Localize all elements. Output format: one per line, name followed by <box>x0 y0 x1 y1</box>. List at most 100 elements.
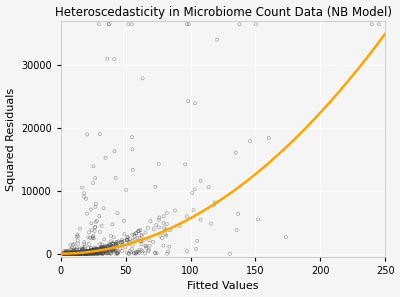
Point <box>197 178 204 183</box>
Point <box>114 244 120 248</box>
Point <box>80 247 86 252</box>
Point <box>65 251 71 255</box>
Point <box>67 251 74 256</box>
Point <box>76 251 83 256</box>
Point <box>60 251 67 256</box>
Point <box>106 22 112 27</box>
Point <box>88 251 95 256</box>
Point <box>68 251 74 256</box>
Point <box>77 251 84 256</box>
Point <box>73 251 79 256</box>
Point <box>134 236 141 240</box>
Point <box>74 250 80 255</box>
Point <box>64 251 70 256</box>
Point <box>77 250 83 255</box>
Point <box>74 251 80 256</box>
Point <box>91 249 97 254</box>
Point <box>67 251 74 256</box>
Point <box>82 249 88 254</box>
Point <box>75 250 81 255</box>
Point <box>111 149 118 154</box>
Point <box>65 251 72 256</box>
Point <box>78 250 85 255</box>
Point <box>67 251 74 256</box>
Point <box>82 249 88 254</box>
Point <box>69 250 76 255</box>
Point <box>96 250 103 255</box>
Point <box>68 250 75 255</box>
Point <box>79 247 86 252</box>
Point <box>186 22 192 27</box>
Point <box>70 251 77 255</box>
Point <box>84 251 91 256</box>
Point <box>94 248 101 253</box>
Point <box>83 250 90 255</box>
Point <box>113 243 119 248</box>
Point <box>61 251 68 256</box>
Point <box>115 250 121 255</box>
Point <box>76 250 82 255</box>
Point <box>109 222 116 227</box>
Point <box>91 249 97 254</box>
Point <box>71 251 78 256</box>
Point <box>79 250 86 255</box>
Point <box>70 251 76 256</box>
Point <box>67 251 74 256</box>
Point <box>82 251 88 256</box>
Point <box>142 251 148 256</box>
Point <box>72 251 78 256</box>
Point <box>98 251 104 256</box>
Point <box>79 250 86 255</box>
Point <box>73 251 79 256</box>
Point <box>68 251 74 256</box>
Point <box>77 250 84 255</box>
Point <box>105 244 111 249</box>
Point <box>102 249 109 254</box>
Point <box>84 249 91 254</box>
Point <box>71 251 77 256</box>
Point <box>74 251 80 256</box>
Point <box>95 249 102 254</box>
Point <box>109 244 115 249</box>
Point <box>141 237 147 242</box>
Point <box>86 251 92 256</box>
Point <box>62 251 68 256</box>
Point <box>70 251 76 255</box>
Point <box>76 251 82 255</box>
Point <box>101 244 107 249</box>
Point <box>78 250 84 255</box>
Point <box>70 251 77 255</box>
Point <box>84 249 90 254</box>
Point <box>102 244 108 249</box>
Point <box>91 250 98 255</box>
Point <box>197 217 204 222</box>
Point <box>110 235 117 240</box>
Point <box>69 251 76 256</box>
Point <box>108 233 114 238</box>
Point <box>61 251 67 256</box>
Point <box>100 251 107 255</box>
Point <box>92 248 98 253</box>
Point <box>60 251 67 256</box>
Point <box>67 251 73 256</box>
Point <box>234 228 240 232</box>
Point <box>80 250 87 255</box>
Point <box>86 249 93 253</box>
Point <box>73 251 80 256</box>
Point <box>100 245 106 250</box>
Point <box>66 251 72 256</box>
Point <box>214 37 220 42</box>
Point <box>76 251 82 256</box>
Point <box>73 250 80 255</box>
Point <box>92 247 98 252</box>
Point <box>64 251 70 256</box>
Point <box>68 251 75 256</box>
Point <box>74 251 80 255</box>
Point <box>83 251 89 255</box>
Point <box>131 234 138 238</box>
Point <box>71 251 77 256</box>
Point <box>76 250 83 255</box>
Point <box>74 251 80 255</box>
Point <box>72 251 79 255</box>
Point <box>85 249 91 253</box>
